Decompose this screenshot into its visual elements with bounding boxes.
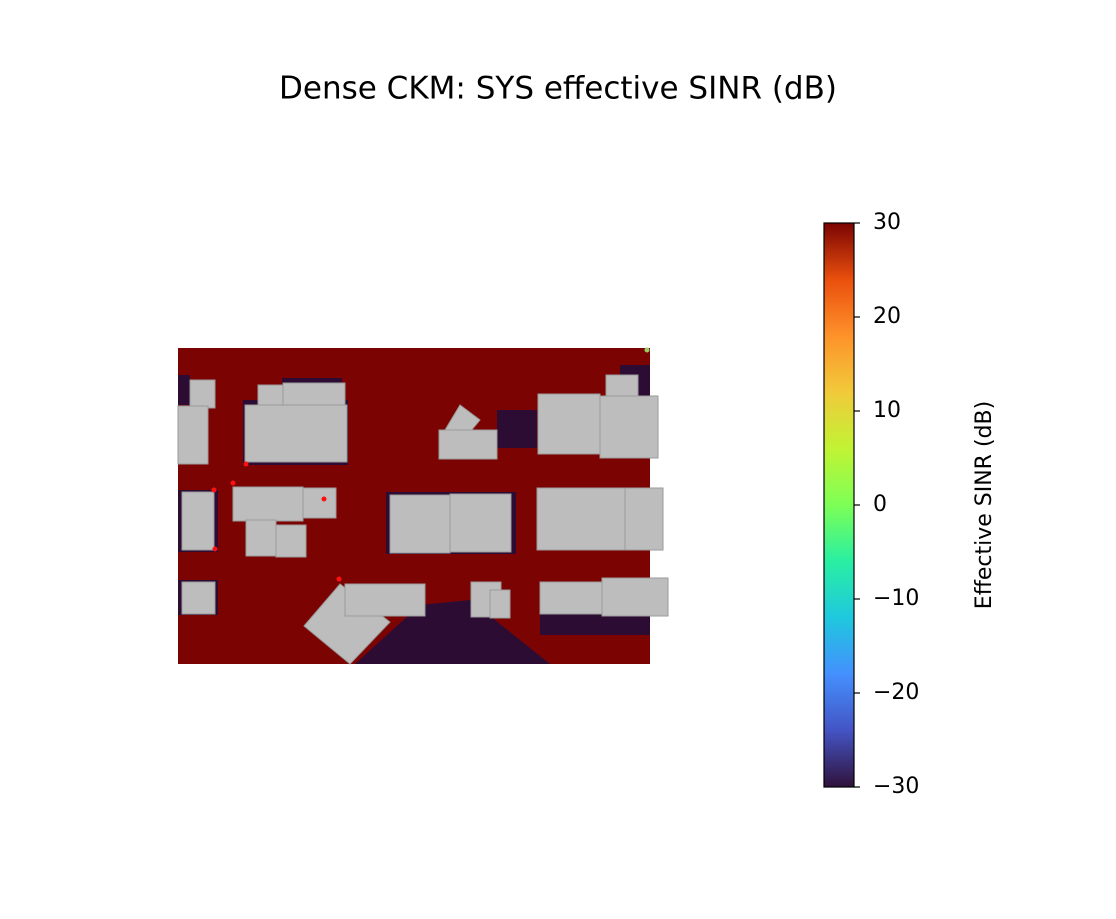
colorbar bbox=[823, 222, 855, 788]
coverage-map bbox=[177, 347, 669, 665]
colorbar-tick-label: −30 bbox=[873, 774, 919, 799]
colorbar-tick-label: 30 bbox=[873, 210, 901, 235]
colorbar-tick-label: −10 bbox=[873, 586, 919, 611]
colorbar-label: Effective SINR (dB) bbox=[972, 401, 997, 609]
colorbar-tick-label: 10 bbox=[873, 398, 901, 423]
colorbar-tick-label: −20 bbox=[873, 680, 919, 705]
colorbar-tick-label: 20 bbox=[873, 304, 901, 329]
chart-title: Dense CKM: SYS effective SINR (dB) bbox=[279, 71, 837, 107]
colorbar-tick-label: 0 bbox=[873, 492, 887, 517]
